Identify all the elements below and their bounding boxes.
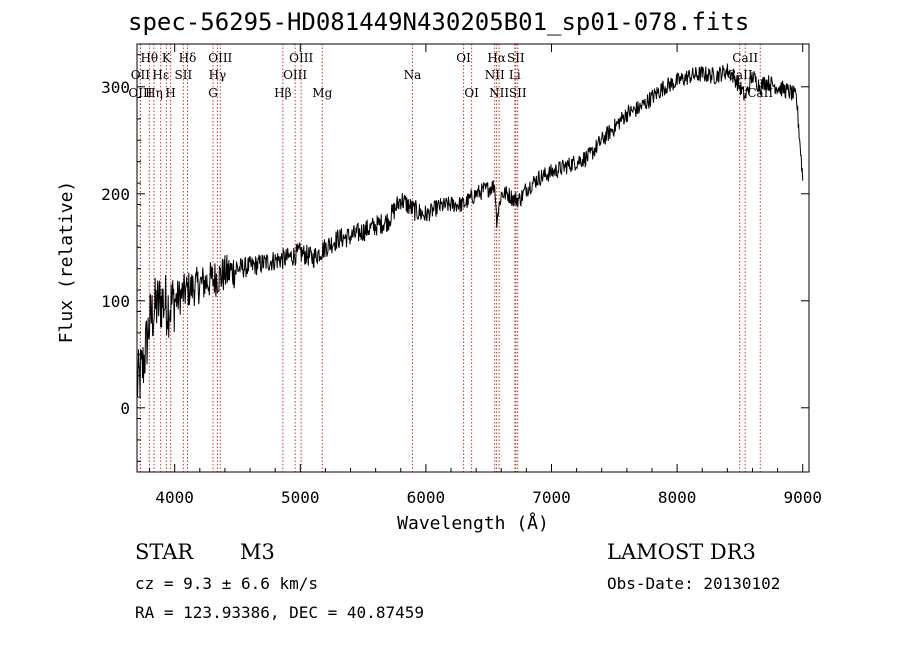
- chart-title: spec-56295-HD081449N430205B01_sp01-078.f…: [128, 8, 750, 36]
- y-axis-label: Flux (relative): [56, 181, 77, 344]
- survey-name: LAMOST DR3: [607, 540, 756, 564]
- marker-label-9: OIII: [208, 51, 232, 65]
- marker-label-24: SII: [509, 86, 527, 100]
- marker-label-10: Hγ: [209, 68, 227, 82]
- x-tick-label-8000: 8000: [658, 488, 697, 507]
- y-tick-label-200: 200: [101, 185, 130, 204]
- marker-label-21: NII: [489, 86, 509, 100]
- marker-label-19: Hα: [487, 51, 506, 65]
- marker-label-17: OI: [456, 51, 471, 65]
- axes: 4000 5000 6000 7000 8000 9000 0 100 200 300: [101, 44, 822, 507]
- marker-label-12: Hβ: [274, 86, 291, 100]
- y-tick-label-300: 300: [101, 78, 130, 97]
- x-tick-label-7000: 7000: [532, 488, 571, 507]
- marker-label-27: CaII: [747, 86, 773, 100]
- marker-label-2: OIII: [128, 86, 152, 100]
- flux-series: [136, 63, 804, 398]
- marker-label-23: Li: [509, 68, 521, 82]
- marker-label-5: Hη: [145, 86, 163, 100]
- x-axis-label: Wavelength (Å): [397, 512, 549, 534]
- marker-labels: Hθ OII OIII K Hε Hη H Hδ SII OIII Hγ G Hβ OIII OIII Mg N…: [128, 51, 773, 100]
- redshift-cz: cz = 9.3 ± 6.6 km/s: [135, 574, 319, 593]
- y-tick-label-100: 100: [101, 292, 130, 311]
- obs-date: Obs-Date: 20130102: [607, 574, 781, 593]
- coordinates: RA = 123.93386, DEC = 40.87459: [135, 603, 424, 622]
- x-tick-label-5000: 5000: [281, 488, 320, 507]
- marker-label-26: CaII: [727, 68, 753, 82]
- marker-label-18: OI: [464, 86, 479, 100]
- star-subclass: M3: [240, 540, 275, 564]
- x-tick-label-4000: 4000: [155, 488, 194, 507]
- marker-label-25: CaII: [732, 51, 758, 65]
- marker-label-15: Mg: [312, 86, 332, 100]
- marker-label-8: SII: [174, 68, 192, 82]
- marker-label-3: K: [162, 51, 172, 65]
- marker-label-7: Hδ: [179, 51, 197, 65]
- marker-label-22: SII: [507, 51, 525, 65]
- marker-label-16: Na: [404, 68, 422, 82]
- star-class: STAR: [135, 540, 194, 564]
- marker-label-20: NII: [485, 68, 505, 82]
- marker-label-6: H: [165, 86, 175, 100]
- marker-label-4: Hε: [152, 68, 169, 82]
- marker-label-0: Hθ: [140, 51, 158, 65]
- plot-frame: [136, 43, 810, 473]
- line-markers: [139, 44, 761, 472]
- flux-line: [136, 63, 804, 398]
- marker-label-13: OIII: [289, 51, 313, 65]
- marker-label-14: OIII: [283, 68, 307, 82]
- marker-label-1: OII: [131, 68, 151, 82]
- marker-label-11: G: [208, 86, 218, 100]
- x-tick-label-6000: 6000: [407, 488, 446, 507]
- x-tick-label-9000: 9000: [783, 488, 822, 507]
- y-tick-label-0: 0: [120, 399, 130, 418]
